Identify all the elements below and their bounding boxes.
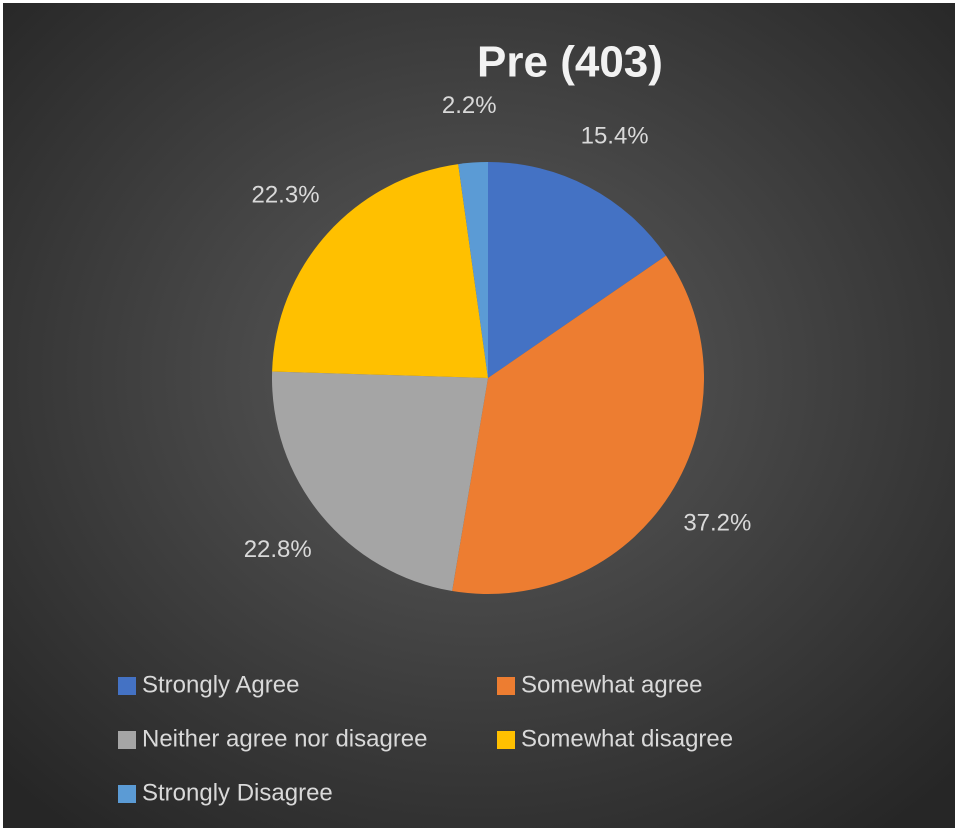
legend-swatch: [497, 731, 515, 749]
data-label: 2.2%: [442, 92, 497, 119]
data-label: 22.3%: [251, 182, 319, 209]
legend-swatch: [118, 785, 136, 803]
chart-title: Pre (403): [477, 38, 663, 87]
pie-slice: [488, 162, 667, 378]
data-label: 15.4%: [581, 123, 649, 150]
legend-swatch: [497, 677, 515, 695]
pie-slice: [458, 162, 488, 378]
data-label: 22.8%: [244, 536, 312, 563]
legend-swatch: [118, 677, 136, 695]
legend-label: Strongly Agree: [142, 671, 299, 698]
legend-label: Strongly Disagree: [142, 779, 333, 806]
pie-slice: [272, 371, 488, 592]
pie-slice: [272, 164, 488, 378]
data-label: 37.2%: [683, 510, 751, 537]
pie-slice: [452, 255, 704, 594]
legend-swatch: [118, 731, 136, 749]
legend-label: Neither agree nor disagree: [142, 725, 428, 752]
legend-label: Somewhat disagree: [521, 725, 733, 752]
legend-label: Somewhat agree: [521, 671, 702, 698]
